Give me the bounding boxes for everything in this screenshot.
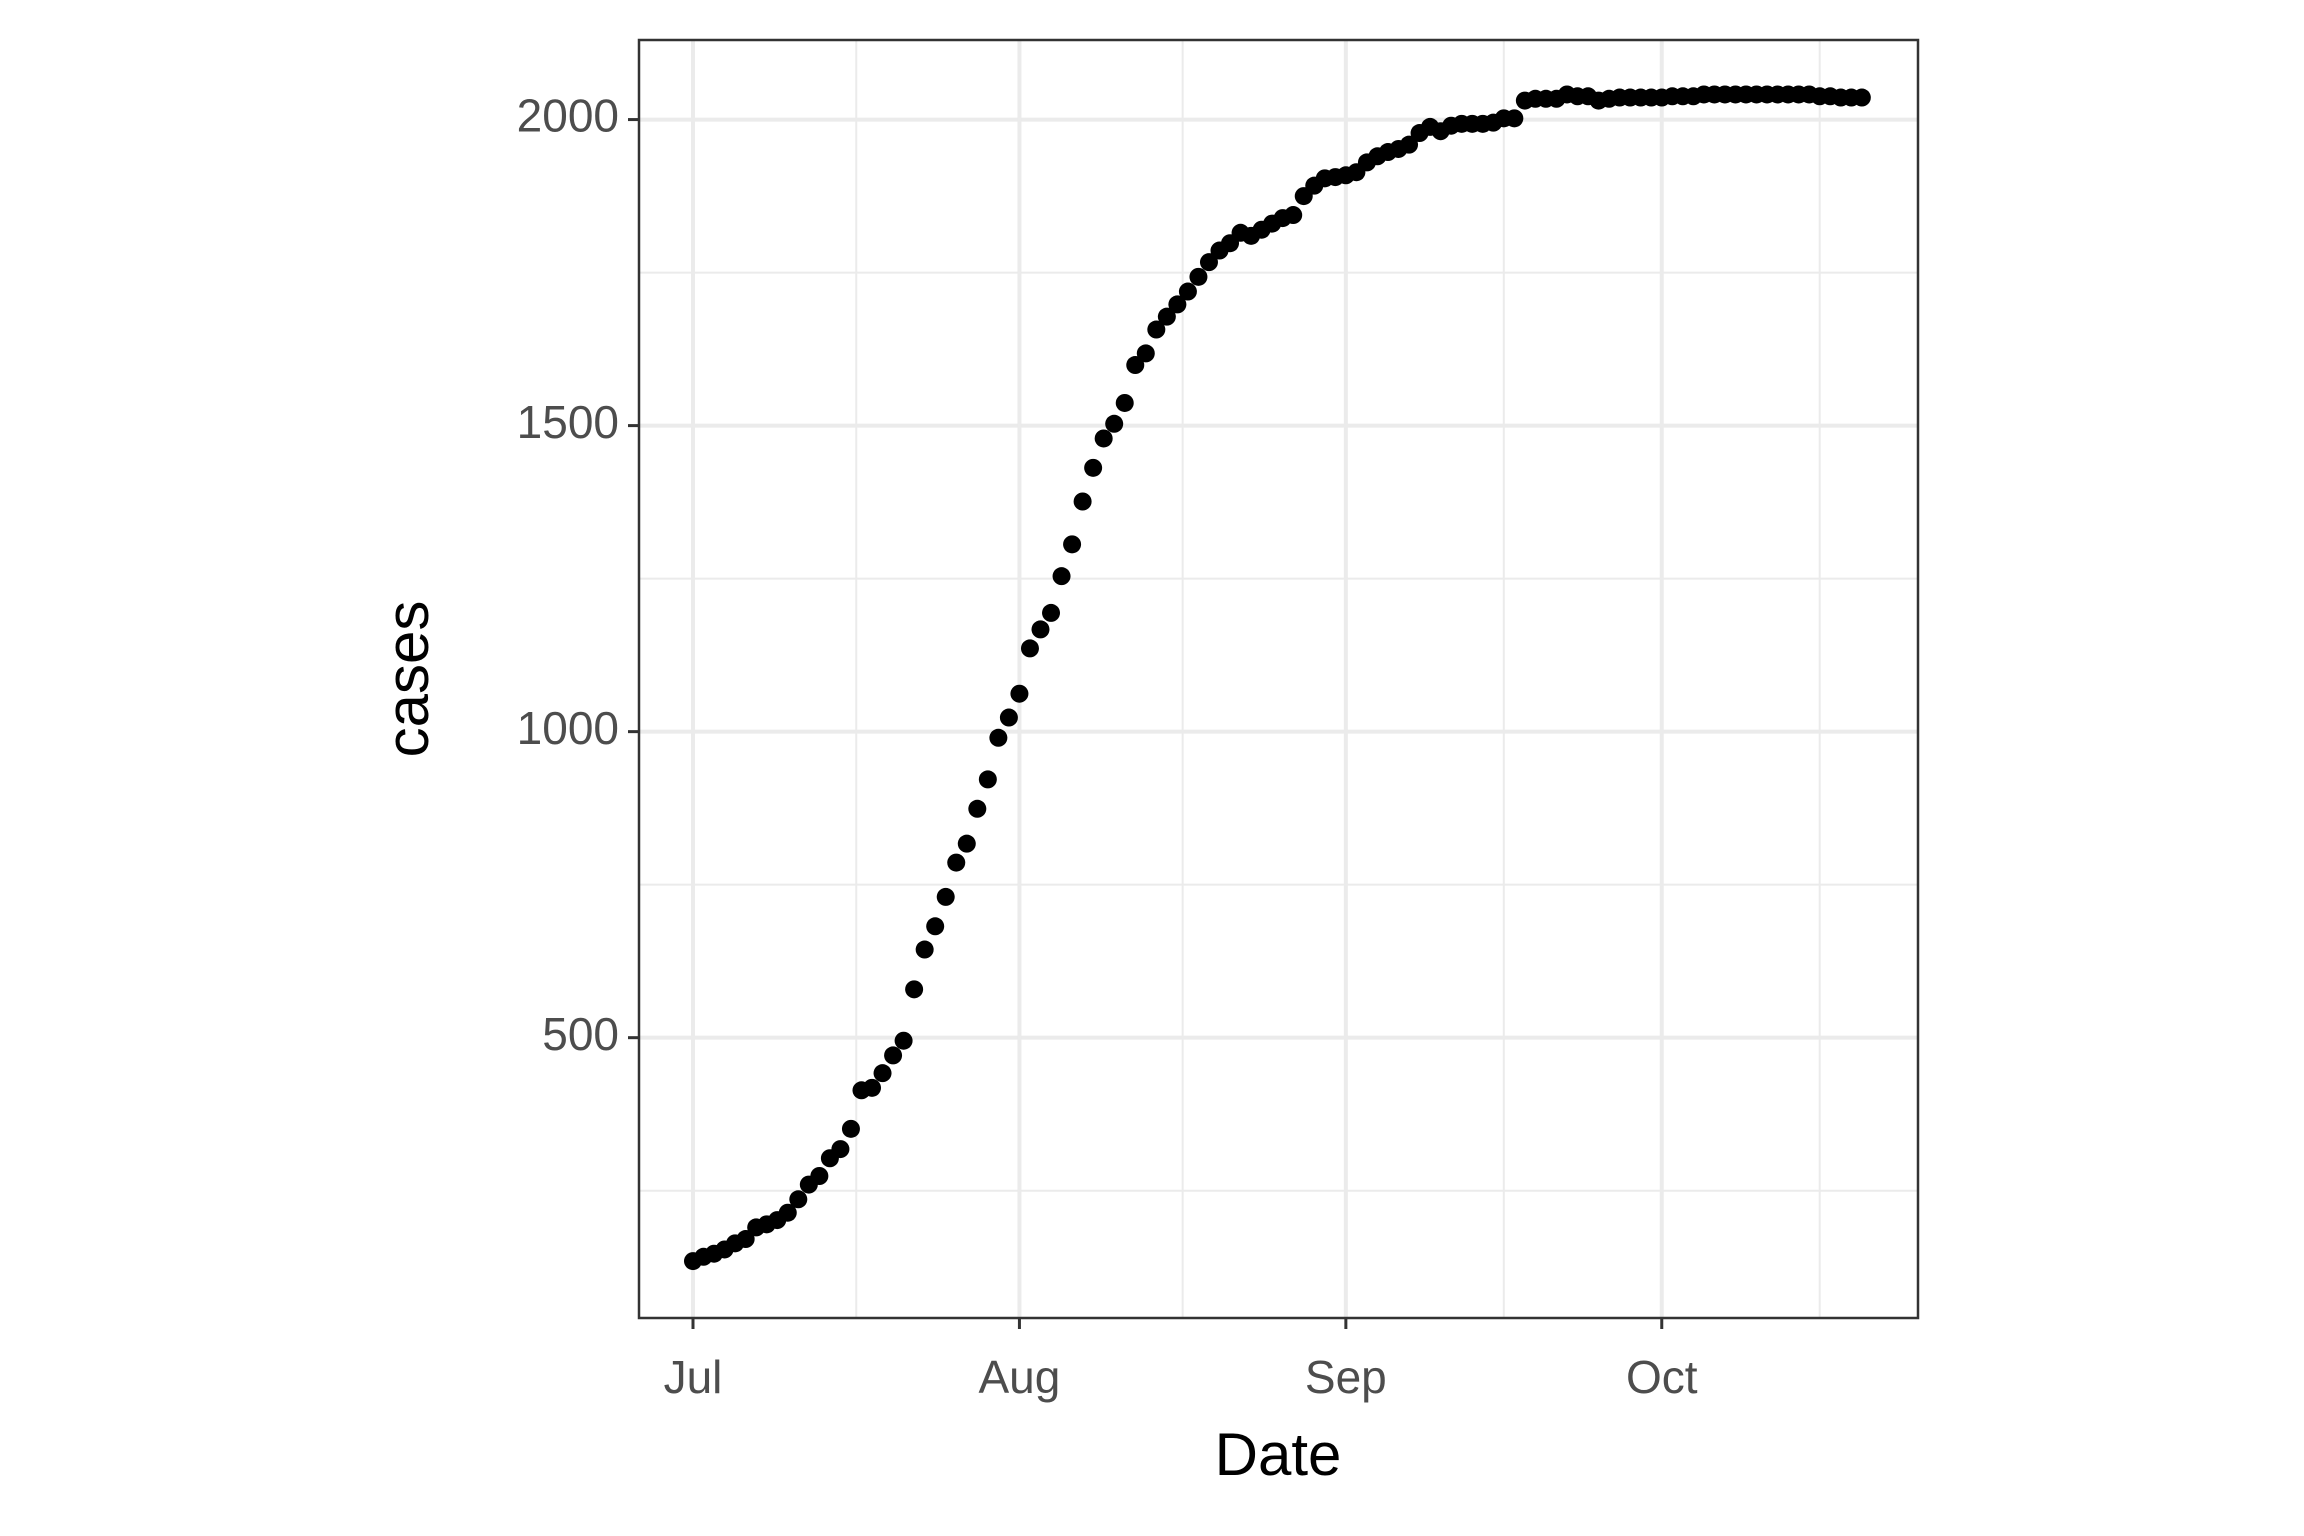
point xyxy=(989,728,1008,747)
grid xyxy=(639,40,1918,1318)
point xyxy=(1105,414,1124,433)
point xyxy=(810,1167,829,1185)
point xyxy=(978,770,997,789)
y-tick-label: 1500 xyxy=(517,396,619,448)
panel-border xyxy=(637,38,1920,1320)
point xyxy=(999,708,1018,727)
point xyxy=(884,1046,903,1065)
point xyxy=(1505,109,1524,128)
point xyxy=(1126,356,1145,375)
point xyxy=(1084,458,1103,477)
point xyxy=(957,834,976,853)
point xyxy=(873,1064,892,1083)
point xyxy=(1136,344,1155,363)
x-axis-title: Date xyxy=(1215,1421,1342,1488)
y-axis-title: cases xyxy=(374,601,441,758)
point xyxy=(863,1078,882,1097)
point xyxy=(1073,492,1092,511)
point xyxy=(947,853,966,872)
point xyxy=(1400,135,1419,154)
y-tick-label: 500 xyxy=(542,1008,619,1060)
point xyxy=(894,1031,913,1050)
point xyxy=(1063,535,1082,554)
point xyxy=(926,917,945,936)
point xyxy=(1189,267,1208,286)
point xyxy=(1284,206,1303,225)
y-tick-label: 1000 xyxy=(517,702,619,754)
x-tick-label: Aug xyxy=(979,1351,1061,1403)
point xyxy=(1052,567,1071,586)
point xyxy=(1020,639,1039,658)
point xyxy=(1147,320,1166,339)
point xyxy=(778,1203,797,1222)
point xyxy=(1094,429,1113,448)
x-tick-label: Jul xyxy=(664,1351,723,1403)
axes: 500 1000 1500 2000 Jul Aug Sep Oct xyxy=(517,38,1920,1403)
y-tick-label: 2000 xyxy=(517,90,619,142)
point xyxy=(1157,307,1176,326)
x-tick-label: Sep xyxy=(1305,1351,1387,1403)
point xyxy=(936,887,955,906)
point xyxy=(1031,620,1050,639)
point xyxy=(831,1140,850,1159)
point xyxy=(1042,603,1061,622)
point xyxy=(789,1190,808,1209)
point xyxy=(841,1119,860,1138)
point xyxy=(1852,88,1871,107)
point xyxy=(736,1230,755,1249)
point xyxy=(968,799,987,818)
point xyxy=(1010,684,1029,703)
point xyxy=(1168,295,1187,314)
point xyxy=(1178,282,1197,301)
point xyxy=(1115,393,1134,412)
point xyxy=(915,940,934,959)
points xyxy=(684,85,1871,1271)
point xyxy=(905,980,924,999)
x-tick-label: Oct xyxy=(1626,1351,1698,1403)
point xyxy=(1199,253,1218,272)
